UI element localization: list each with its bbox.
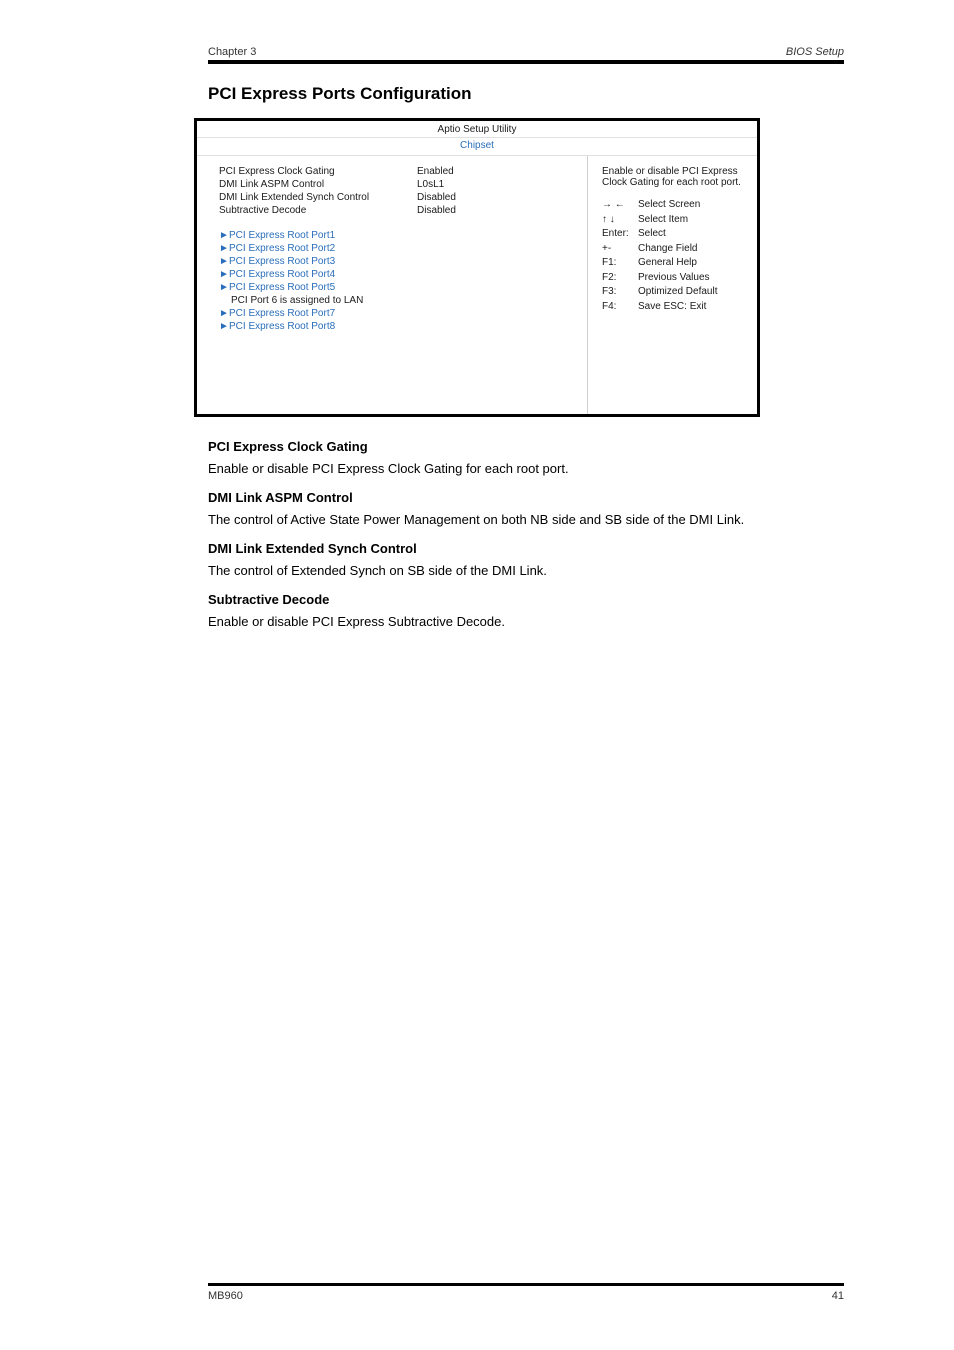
help-desc: Select	[638, 227, 666, 241]
setting-row[interactable]: DMI Link Extended Synch Control Disabled	[219, 192, 575, 203]
submenu-port5[interactable]: ►PCI Express Root Port5	[219, 282, 575, 293]
submenu-label: PCI Express Root Port3	[229, 256, 335, 267]
submenu-label: PCI Express Root Port2	[229, 243, 335, 254]
setting-row[interactable]: Subtractive Decode Disabled	[219, 205, 575, 216]
help-desc: General Help	[638, 256, 697, 270]
item-heading: PCI Express Clock Gating	[208, 437, 844, 457]
item-block: Subtractive Decode Enable or disable PCI…	[208, 590, 844, 631]
document-page: Chapter 3 BIOS Setup PCI Express Ports C…	[0, 0, 954, 1350]
submenu-label: PCI Express Root Port7	[229, 308, 335, 319]
help-desc: Select Screen	[638, 198, 700, 212]
bios-left-pane: PCI Express Clock Gating Enabled DMI Lin…	[197, 156, 587, 414]
item-heading: DMI Link ASPM Control	[208, 488, 844, 508]
submenu-label: PCI Express Root Port8	[229, 321, 335, 332]
help-line: ↑ ↓ Select Item	[602, 213, 747, 227]
triangle-right-icon: ►	[219, 269, 229, 280]
submenu-port1[interactable]: ►PCI Express Root Port1	[219, 230, 575, 241]
submenu-group: ►PCI Express Root Port1 ►PCI Express Roo…	[219, 230, 575, 332]
setting-label: DMI Link ASPM Control	[219, 179, 417, 190]
bios-utility-title: Aptio Setup Utility	[197, 121, 757, 138]
arrow-left-right-icon: → ←	[602, 198, 632, 212]
submenu-port2[interactable]: ►PCI Express Root Port2	[219, 243, 575, 254]
prose-area: PCI Express Clock Gating Enable or disab…	[208, 437, 844, 631]
setting-value: L0sL1	[417, 179, 517, 190]
help-line: F2: Previous Values	[602, 271, 747, 285]
top-rule-thick	[208, 60, 844, 64]
item-block: DMI Link Extended Synch Control The cont…	[208, 539, 844, 580]
setting-row[interactable]: PCI Express Clock Gating Enabled	[219, 166, 575, 177]
item-body: Enable or disable PCI Express Clock Gati…	[208, 459, 844, 479]
page-number: 41	[832, 1290, 844, 1302]
help-desc: Select Item	[638, 213, 688, 227]
submenu-label: PCI Express Root Port1	[229, 230, 335, 241]
help-desc: Optimized Default	[638, 285, 717, 299]
help-line: F4: Save ESC: Exit	[602, 300, 747, 314]
item-heading: Subtractive Decode	[208, 590, 844, 610]
triangle-right-icon: ►	[219, 230, 229, 241]
help-line: Enter: Select	[602, 227, 747, 241]
help-desc: Change Field	[638, 242, 697, 256]
setting-label: DMI Link Extended Synch Control	[219, 192, 417, 203]
help-line: F3: Optimized Default	[602, 285, 747, 299]
bios-tab-bar: Chipset	[197, 138, 757, 156]
setting-value: Disabled	[417, 205, 517, 216]
item-body: The control of Extended Synch on SB side…	[208, 561, 844, 581]
submenu-port7[interactable]: ►PCI Express Root Port7	[219, 308, 575, 319]
setting-row[interactable]: DMI Link ASPM Control L0sL1	[219, 179, 575, 190]
bottom-rule-thick	[208, 1283, 844, 1286]
help-key: F2:	[602, 271, 632, 285]
item-block: DMI Link ASPM Control The control of Act…	[208, 488, 844, 529]
triangle-right-icon: ►	[219, 256, 229, 267]
setting-value: Enabled	[417, 166, 517, 177]
triangle-right-icon: ►	[219, 243, 229, 254]
triangle-right-icon: ►	[219, 282, 229, 293]
help-key: +-	[602, 242, 632, 256]
header-section: BIOS Setup	[780, 46, 844, 58]
submenu-port4[interactable]: ►PCI Express Root Port4	[219, 269, 575, 280]
item-body: The control of Active State Power Manage…	[208, 510, 844, 530]
help-key: F4:	[602, 300, 632, 314]
footer-area: MB960 41	[0, 1283, 954, 1302]
item-block: PCI Express Clock Gating Enable or disab…	[208, 437, 844, 478]
doc-header: Chapter 3 BIOS Setup	[208, 46, 844, 58]
setting-value: Disabled	[417, 192, 517, 203]
nav-help-block: → ← Select Screen ↑ ↓ Select Item Enter: Se…	[602, 198, 747, 313]
submenu-label: PCI Express Root Port5	[229, 282, 335, 293]
bios-right-pane: Enable or disable PCI Express Clock Gati…	[587, 156, 757, 414]
help-line: +- Change Field	[602, 242, 747, 256]
item-heading: DMI Link Extended Synch Control	[208, 539, 844, 559]
setting-label: Subtractive Decode	[219, 205, 417, 216]
footer-line: MB960 41	[208, 1290, 844, 1302]
help-line: → ← Select Screen	[602, 198, 747, 212]
submenu-label: PCI Express Root Port4	[229, 269, 335, 280]
submenu-port3[interactable]: ►PCI Express Root Port3	[219, 256, 575, 267]
arrow-up-down-icon: ↑ ↓	[602, 213, 632, 227]
help-key: F3:	[602, 285, 632, 299]
help-key: Enter:	[602, 227, 632, 241]
footer-model: MB960	[208, 1290, 243, 1302]
help-desc: Previous Values	[638, 271, 710, 285]
section-title: PCI Express Ports Configuration	[208, 84, 844, 104]
bios-frame: Aptio Setup Utility Chipset PCI Express …	[194, 118, 760, 417]
help-text-top: Enable or disable PCI Express Clock Gati…	[602, 166, 747, 188]
item-body: Enable or disable PCI Express Subtractiv…	[208, 612, 844, 632]
triangle-right-icon: ►	[219, 321, 229, 332]
setting-label: PCI Express Clock Gating	[219, 166, 417, 177]
submenu-port8[interactable]: ►PCI Express Root Port8	[219, 321, 575, 332]
triangle-right-icon: ►	[219, 308, 229, 319]
bios-body: PCI Express Clock Gating Enabled DMI Lin…	[197, 156, 757, 414]
help-key: F1:	[602, 256, 632, 270]
header-chapter: Chapter 3	[208, 46, 262, 58]
bios-tab-chipset[interactable]: Chipset	[460, 140, 494, 151]
help-desc: Save ESC: Exit	[638, 300, 706, 314]
submenu-port6-note: PCI Port 6 is assigned to LAN	[231, 295, 575, 306]
help-line: F1: General Help	[602, 256, 747, 270]
